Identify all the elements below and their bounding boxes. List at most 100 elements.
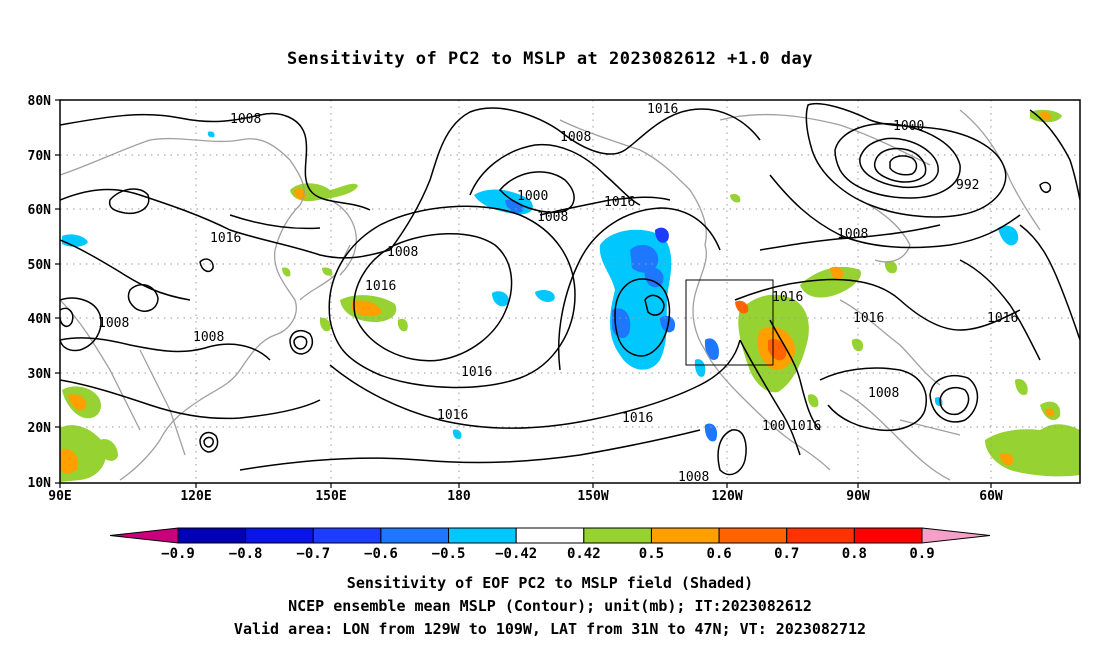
mslp-contour [769, 319, 821, 431]
contour-label: 1016 [622, 411, 653, 426]
mslp-contour [498, 171, 575, 214]
contour-label: 1016 [647, 102, 678, 117]
contour-label: 1008 [868, 386, 899, 401]
coastline-india [60, 299, 141, 431]
gridlines [60, 100, 1080, 483]
colorbar-tick-label: 0.7 [774, 546, 799, 562]
mslp-contour [717, 429, 747, 476]
mslp-contour [929, 374, 979, 423]
colorbar-tick-label: 0.8 [842, 546, 867, 562]
coastline-north-america-west [692, 244, 831, 471]
negative-sensitivity-patch [452, 429, 462, 440]
coastline-north-america-east [839, 299, 941, 386]
coastline-gulf-mexico [839, 389, 951, 481]
mslp-contour [199, 431, 219, 453]
contour-label: 1016 [461, 365, 492, 380]
mslp-contour [834, 123, 961, 199]
mslp-contour [60, 112, 371, 211]
mslp-contour [353, 232, 513, 362]
contour-label: 100 [762, 419, 785, 434]
coastline-canadian-arctic [719, 113, 931, 166]
colorbar-swatch [448, 527, 517, 544]
contour-label: 1008 [837, 227, 868, 242]
mslp-contour [959, 259, 1041, 361]
negative-sensitivity-patch [694, 359, 706, 377]
valid-area-box [685, 279, 774, 366]
negative-sensitivity-patch [535, 289, 555, 303]
contour-label: 992 [956, 178, 979, 193]
negative-sensitivity-patch [704, 338, 719, 360]
mslp-contour [889, 155, 918, 176]
contour-label: 1008 [387, 245, 418, 260]
longitude-labels: 90E 120E 150E 180 150W 120W 90W 60W [48, 489, 1003, 504]
mslp-contour [1019, 224, 1080, 341]
lon-label: 120E [180, 489, 211, 504]
map-title: Sensitivity of PC2 to MSLP at 2023082612… [286, 49, 813, 69]
lat-label: 40N [28, 312, 52, 327]
coastline-indochina [139, 349, 186, 456]
colorbar-tick-label: −0.9 [161, 546, 195, 562]
contour-label: 1008 [560, 130, 591, 145]
mslp-contour [60, 239, 191, 301]
lat-label: 30N [28, 367, 52, 382]
lat-label: 60N [28, 203, 52, 218]
positive-sensitivity-patch [807, 394, 819, 408]
mslp-contour [939, 387, 970, 416]
colorbar-swatch [853, 527, 923, 544]
colorbar-tick-label: −0.6 [364, 546, 398, 562]
positive-sensitivity-patch [1000, 453, 1014, 466]
positive-sensitivity-patch [800, 266, 861, 298]
colorbar-tick-label: −0.8 [229, 546, 263, 562]
mslp-contour [859, 137, 939, 189]
negative-sensitivity-patch [998, 225, 1019, 246]
caption-line-1: Sensitivity of EOF PC2 to MSLP field (Sh… [346, 574, 754, 592]
coastline-alaska [559, 119, 707, 246]
positive-sensitivity-patch [851, 338, 864, 352]
negative-sensitivity-patch [62, 234, 88, 247]
mslp-contour [239, 429, 701, 471]
positive-sensitivity-patch [282, 267, 291, 277]
colorbar-labels: −0.9 −0.8 −0.7 −0.6 −0.5 −0.42 0.42 0.5 0.6 0.7 0.… [161, 546, 935, 562]
mslp-contour [108, 188, 150, 215]
colorbar-tick-label: 0.9 [909, 546, 934, 562]
positive-sensitivity-patch [319, 317, 331, 332]
contour-label: 1016 [437, 408, 468, 423]
colorbar-swatch [583, 527, 652, 544]
positive-sensitivity-patch [1045, 408, 1055, 417]
positive-sensitivity-patch [352, 300, 382, 317]
mslp-contour [644, 294, 665, 316]
mslp-contour [759, 224, 941, 251]
mslp-contour [539, 196, 671, 216]
mslp-contour [60, 379, 321, 420]
mslp-contour [614, 278, 671, 357]
contour-label: 1016 [987, 311, 1018, 326]
lat-label: 10N [28, 476, 52, 491]
lat-label: 70N [28, 149, 52, 164]
positive-sensitivity-patch [1040, 111, 1052, 121]
colorbar-swatches [109, 527, 991, 544]
tick-marks [55, 99, 992, 488]
colorbar-swatch [245, 527, 314, 544]
mslp-contour [819, 367, 927, 432]
negative-sensitivity-patch [492, 291, 509, 307]
shaded-sensitivity [60, 109, 1080, 482]
lat-label: 50N [28, 258, 52, 273]
latitude-labels: 80N 70N 60N 50N 40N 30N 20N 10N [28, 94, 52, 491]
lon-label: 150W [577, 489, 608, 504]
colorbar-swatch [718, 527, 788, 544]
positive-sensitivity-patch [884, 260, 898, 274]
mslp-contour [469, 143, 641, 206]
mslp-contour [1029, 109, 1080, 201]
negative-sensitivity-patch [630, 244, 659, 273]
negative-sensitivity-patch [644, 266, 664, 288]
contour-label: 1008 [678, 470, 709, 485]
contour-label: 1016 [853, 311, 884, 326]
mslp-contour [199, 258, 214, 273]
mslp-contour [739, 339, 801, 456]
contour-label: 1008 [230, 112, 261, 127]
contour-label: 1016 [604, 195, 635, 210]
negative-sensitivity-patch [207, 131, 215, 138]
coastline-caribbean [899, 419, 961, 436]
negative-sensitivity-patch [704, 423, 718, 442]
